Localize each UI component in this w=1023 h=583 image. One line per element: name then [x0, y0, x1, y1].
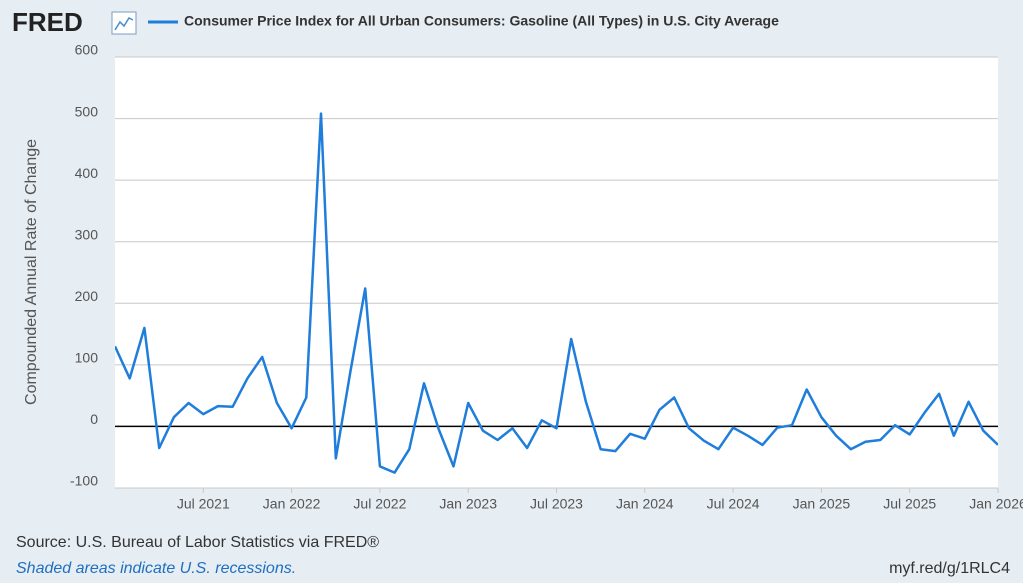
plot-area [115, 57, 998, 488]
y-tick-label: 200 [75, 288, 99, 304]
logo-icon [111, 11, 137, 35]
x-tick-label: Jan 2023 [439, 496, 497, 512]
y-tick-label: -100 [70, 473, 98, 489]
x-tick-label: Jul 2022 [353, 496, 406, 512]
y-tick-label: 400 [75, 165, 99, 181]
series-line [115, 112, 998, 474]
y-tick-label: 600 [75, 42, 99, 58]
x-tick-label: Jul 2025 [883, 496, 936, 512]
y-tick-label: 0 [90, 411, 98, 427]
x-tick-label: Jan 2022 [263, 496, 321, 512]
legend-label: Consumer Price Index for All Urban Consu… [184, 13, 779, 29]
x-tick-label: Jul 2023 [530, 496, 583, 512]
y-axis-label: Compounded Annual Rate of Change [23, 139, 40, 405]
note[interactable]: Shaded areas indicate U.S. recessions. [16, 560, 296, 577]
x-tick-label: Jan 2026 [969, 496, 1023, 512]
y-tick-label: 500 [75, 103, 99, 119]
source: Source: U.S. Bureau of Labor Statistics … [16, 534, 379, 551]
y-tick-label: 300 [75, 226, 99, 242]
link[interactable]: myf.red/g/1RLC4 [889, 560, 1010, 577]
x-tick-label: Jan 2025 [793, 496, 851, 512]
x-tick-label: Jul 2021 [177, 496, 230, 512]
x-tick-label: Jul 2024 [707, 496, 760, 512]
x-tick-label: Jan 2024 [616, 496, 674, 512]
logo: FRED [12, 7, 83, 37]
y-tick-label: 100 [75, 350, 99, 366]
